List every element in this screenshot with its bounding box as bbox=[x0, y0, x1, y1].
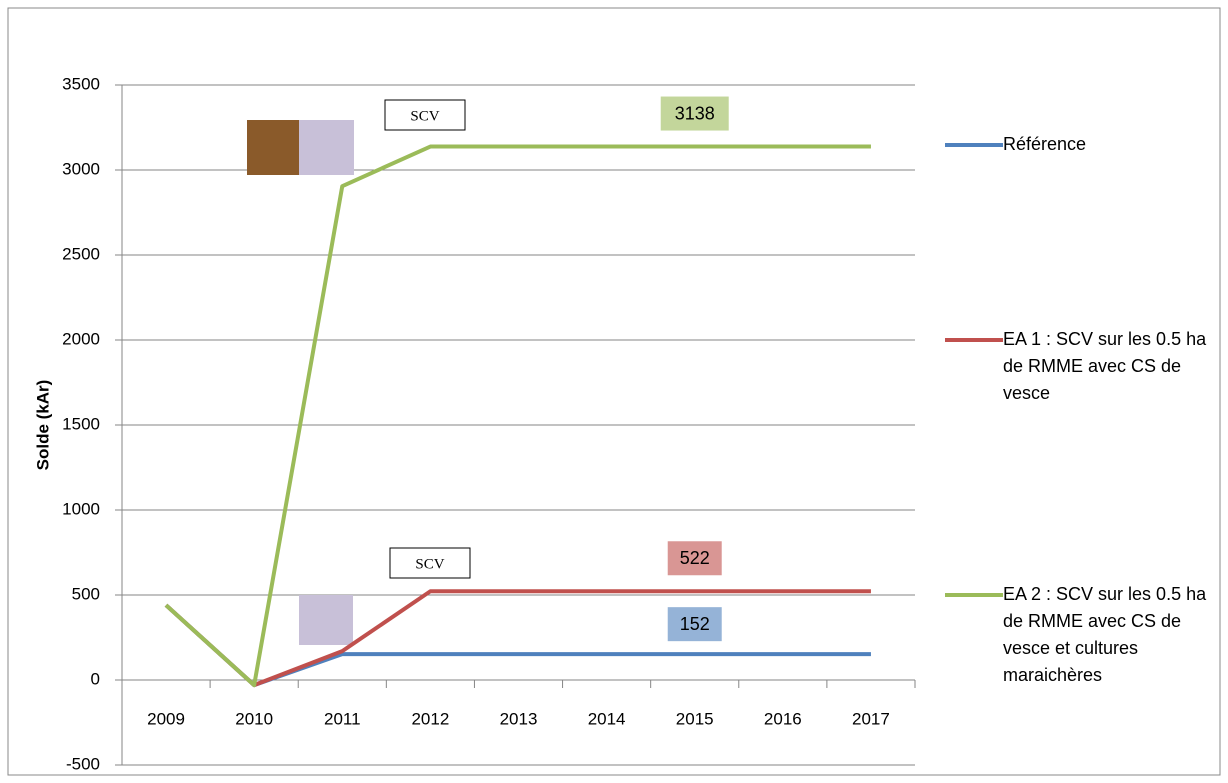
x-tick-label: 2012 bbox=[411, 709, 449, 728]
x-tick-label: 2010 bbox=[235, 709, 273, 728]
y-tick-label: 2000 bbox=[62, 329, 100, 348]
x-tick-label: 2014 bbox=[588, 709, 626, 728]
y-tick-label: 1500 bbox=[62, 414, 100, 433]
photo bbox=[299, 120, 354, 175]
photo bbox=[247, 120, 299, 175]
x-tick-label: 2011 bbox=[324, 709, 361, 728]
annotation-box bbox=[384, 99, 466, 131]
y-tick-label: 1000 bbox=[62, 499, 100, 518]
y-tick-label: 3000 bbox=[62, 159, 100, 178]
data-label: 152 bbox=[680, 614, 710, 634]
y-tick-label: 0 bbox=[91, 669, 100, 688]
photo bbox=[299, 595, 353, 645]
y-tick-label: 2500 bbox=[62, 244, 100, 263]
x-tick-label: 2013 bbox=[500, 709, 538, 728]
legend-label: EA 1 : SCV sur les 0.5 ha de RMME avec C… bbox=[1003, 329, 1207, 403]
y-tick-label: -500 bbox=[66, 754, 100, 773]
series-line bbox=[164, 589, 871, 688]
x-tick-label: 2017 bbox=[852, 709, 890, 728]
x-tick-label: 2016 bbox=[764, 709, 802, 728]
annotation: SCV bbox=[415, 556, 444, 572]
y-axis-label: Solde (kAr) bbox=[33, 380, 52, 471]
data-label-box bbox=[660, 96, 729, 131]
data-label-box bbox=[667, 607, 722, 642]
legend-label: EA 2 : SCV sur les 0.5 ha de RMME avec C… bbox=[1003, 584, 1207, 685]
y-tick-label: 500 bbox=[72, 584, 100, 603]
data-label: 3138 bbox=[675, 103, 715, 123]
x-tick-label: 2009 bbox=[147, 709, 185, 728]
x-tick-label: 2015 bbox=[676, 709, 714, 728]
data-label-box bbox=[667, 541, 722, 576]
annotation: SCV bbox=[410, 108, 439, 124]
data-label: 522 bbox=[680, 548, 710, 568]
annotation-box bbox=[389, 547, 471, 579]
series-line bbox=[164, 144, 871, 688]
legend-label: Référence bbox=[1003, 134, 1087, 154]
y-tick-label: 3500 bbox=[62, 74, 100, 93]
